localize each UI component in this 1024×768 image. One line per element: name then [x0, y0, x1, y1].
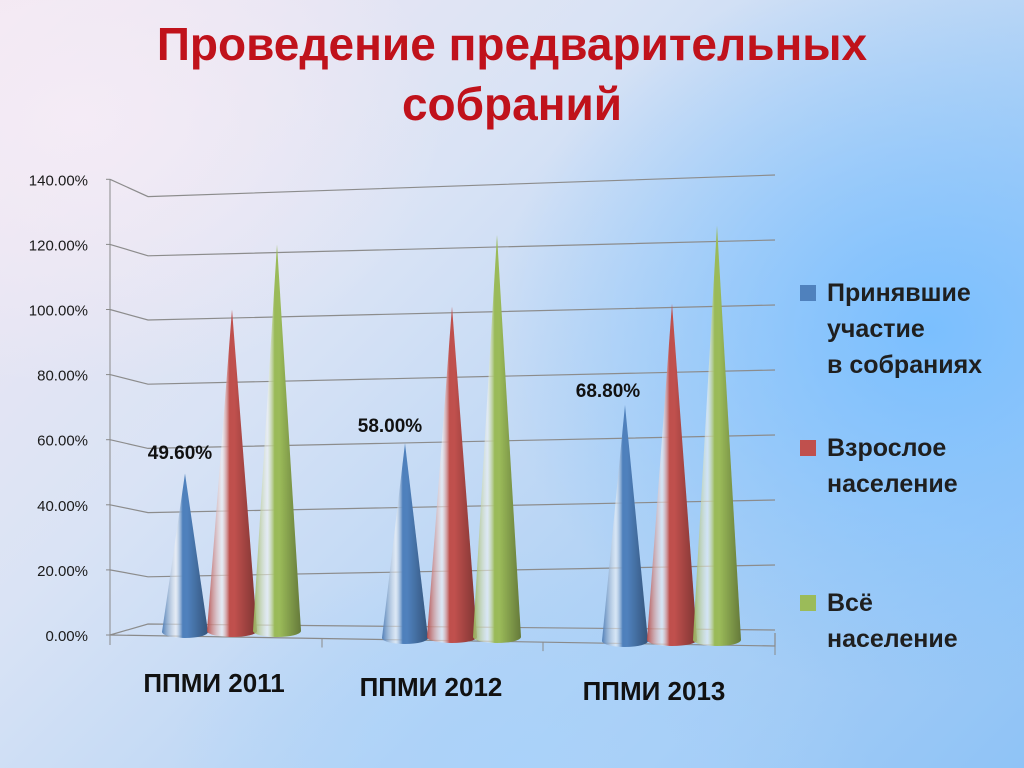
y-tick-label: 20.00% [37, 563, 88, 580]
legend-label-line: участие [827, 315, 925, 343]
chart-data-labels: 49.60% 58.00% 68.80% [148, 381, 641, 464]
cone-bar [427, 306, 477, 643]
cone-bar [382, 443, 428, 644]
chart-grid [106, 174, 776, 655]
gridline [109, 434, 776, 450]
slide-title-line-1: Проведение предварительных [156, 18, 868, 70]
legend-label-line: в собраниях [827, 351, 983, 379]
data-label: 68.80% [576, 381, 641, 402]
slide-title-line-2: собраний [401, 78, 623, 130]
y-tick-label: 40.00% [37, 498, 88, 515]
gridline [109, 369, 776, 385]
cone-bar [647, 303, 697, 646]
gridline [109, 239, 776, 257]
legend-swatch-adult-population [800, 440, 816, 456]
y-tick-label: 120.00% [29, 237, 88, 254]
cone-bar [473, 234, 521, 643]
cone-bar [162, 473, 208, 638]
legend-label-line: Взрослое [827, 434, 947, 462]
chart-cones [162, 225, 741, 647]
cone-bar [693, 225, 741, 646]
legend-label-line: Принявшие [827, 279, 971, 307]
y-tick-label: 100.00% [29, 303, 88, 320]
gridline [109, 174, 776, 198]
data-label: 49.60% [148, 443, 213, 464]
legend-label-line: население [827, 470, 958, 498]
x-axis-categories: ППМИ 2011 ППМИ 2012 ППМИ 2013 [143, 668, 725, 706]
gridline [109, 499, 776, 514]
gridline [109, 623, 776, 636]
y-tick-label: 0.00% [45, 628, 88, 645]
gridline [109, 564, 776, 578]
cone-bar [207, 309, 257, 637]
y-tick-label: 80.00% [37, 368, 88, 385]
legend-label-line: население [827, 625, 958, 653]
y-tick-label: 60.00% [37, 433, 88, 450]
cone-bar [253, 244, 301, 637]
legend-swatch-participants [800, 285, 816, 301]
y-tick-label: 140.00% [29, 172, 88, 189]
x-category-label: ППМИ 2012 [360, 672, 503, 702]
y-axis-ticks: 0.00% 20.00% 40.00% 60.00% 80.00% 100.00% 120.… [29, 172, 88, 645]
x-category-label: ППМИ 2013 [583, 676, 726, 706]
x-category-label: ППМИ 2011 [143, 668, 284, 698]
cone-bar [602, 405, 648, 647]
legend-label-line: Всё [827, 589, 873, 617]
data-label: 58.00% [358, 416, 423, 437]
slide-title: Проведение предварительных собраний [0, 14, 1024, 134]
gridline [109, 304, 776, 321]
legend-swatch-total-population [800, 595, 816, 611]
